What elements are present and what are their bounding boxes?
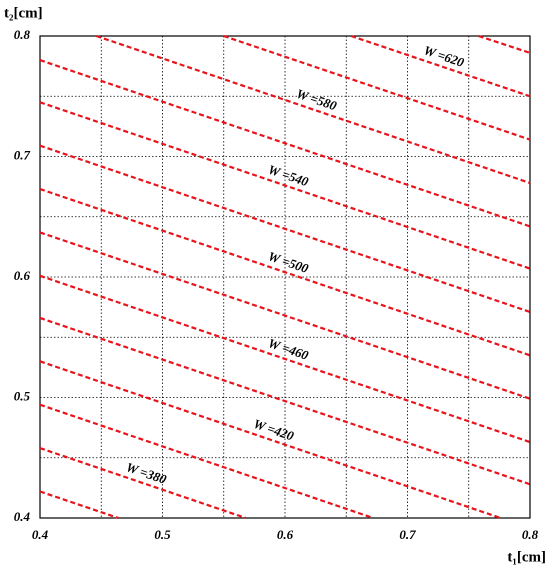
plot-frame [39, 35, 531, 519]
contour-label: W =620 [422, 42, 467, 70]
contour-label: W =540 [266, 162, 311, 190]
contour-line [39, 274, 531, 444]
contour-line [39, 59, 531, 228]
contour-line [95, 34, 531, 185]
contour-line [39, 403, 374, 520]
contour-line [39, 187, 531, 357]
contour-label: W =420 [252, 416, 297, 444]
x-tick-label: 0.7 [399, 527, 416, 542]
contour-label: W =580 [294, 86, 339, 114]
contour-label: W =460 [266, 335, 311, 363]
x-tick-label: 0.6 [277, 527, 294, 542]
contour-line [39, 490, 119, 520]
y-tick-label: 0.6 [14, 268, 31, 283]
y-tick-label: 0.5 [14, 388, 31, 403]
y-axis-label: t₂[cm] [4, 5, 43, 21]
contour-line [39, 101, 531, 270]
y-tick-label: 0.4 [14, 509, 31, 524]
contour-line [39, 144, 531, 313]
x-tick-label: 0.4 [32, 527, 49, 542]
y-tick-label: 0.8 [14, 27, 31, 42]
contour-line [39, 231, 531, 400]
contour-line [223, 34, 531, 141]
y-tick-label: 0.7 [14, 147, 31, 162]
x-axis-label: t₁[cm] [507, 549, 546, 565]
x-tick-label: 0.5 [154, 527, 171, 542]
contour-line [39, 447, 247, 520]
x-tick-label: 0.8 [522, 527, 539, 542]
contour-line [39, 360, 501, 520]
contour-line [478, 34, 531, 54]
contour-line [39, 316, 531, 486]
contour-label: W =500 [266, 248, 311, 276]
